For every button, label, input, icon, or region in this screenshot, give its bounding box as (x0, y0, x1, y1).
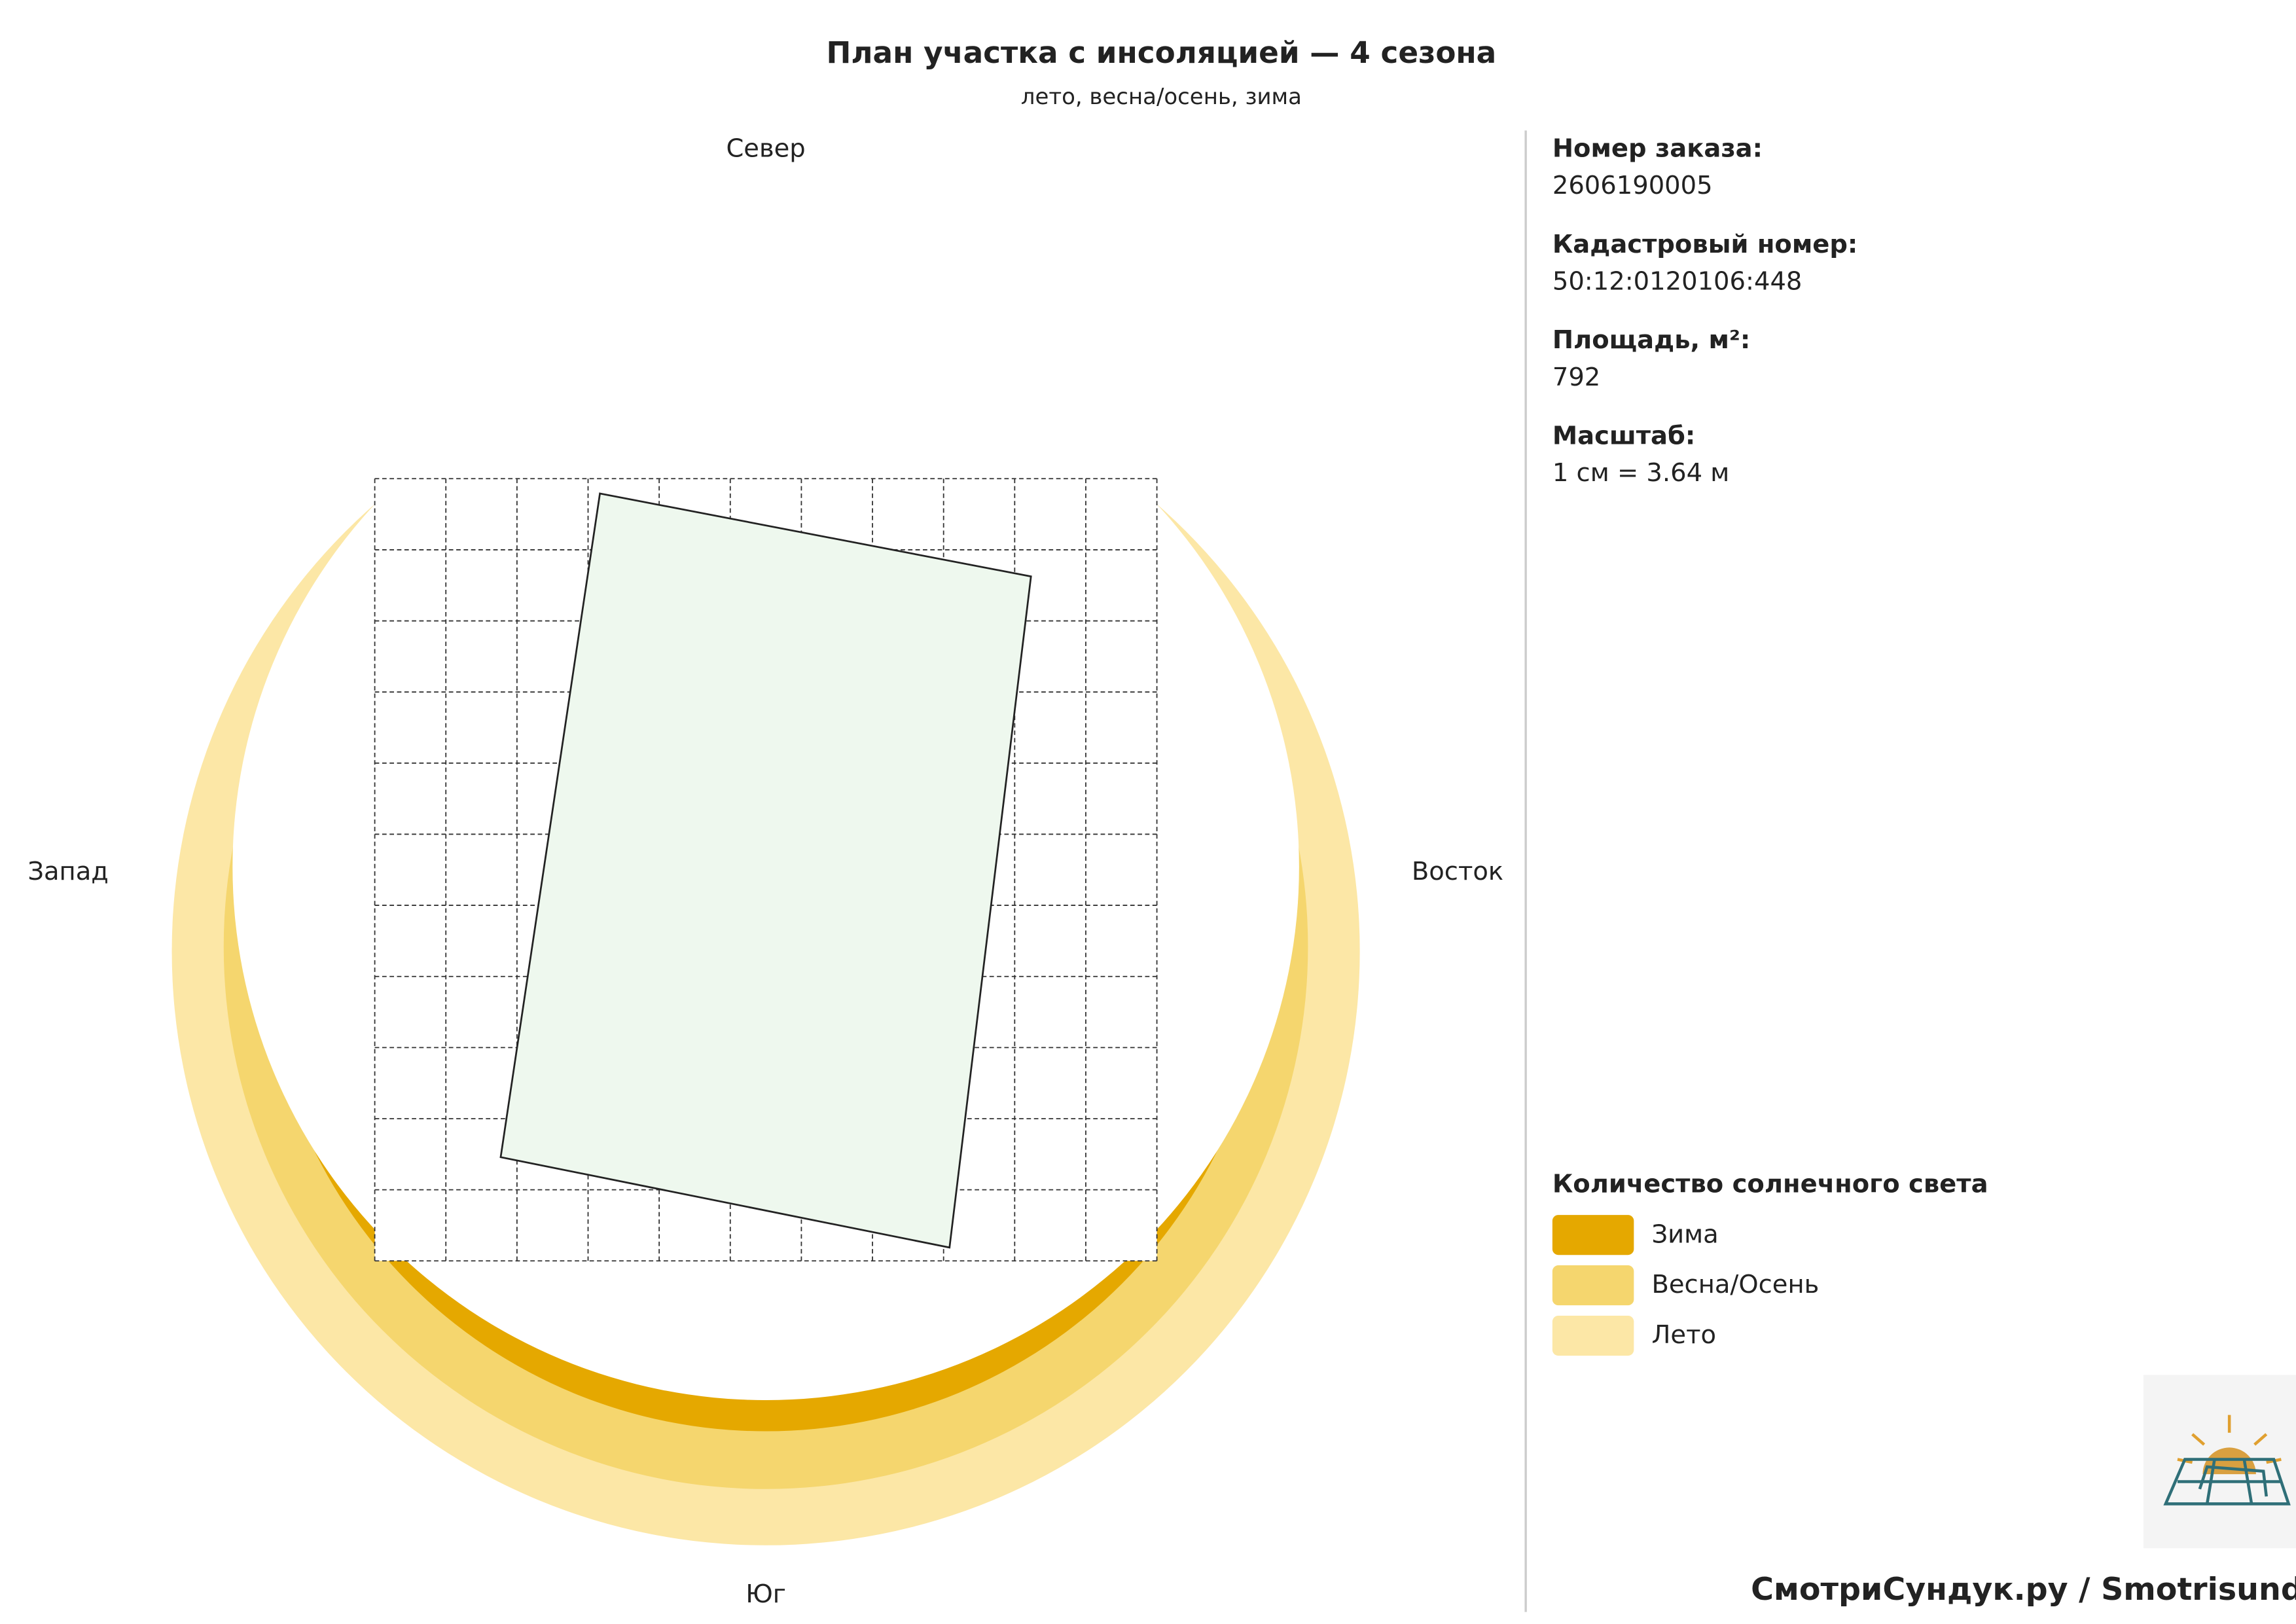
info-value: 1 см = 3.64 м (1552, 458, 1729, 488)
legend: Зима Весна/Осень Лето (1552, 1215, 1819, 1356)
grid-icon (2163, 1458, 2291, 1506)
legend-swatch (1552, 1265, 1634, 1306)
legend-label: Лето (1651, 1320, 1716, 1350)
info-label: Кадастровый номер: (1552, 230, 1857, 259)
legend-label: Весна/Осень (1651, 1270, 1819, 1299)
south-label: Юг (745, 1579, 786, 1609)
legend-title: Количество солнечного света (1552, 1169, 1988, 1199)
brand: СмотриСундук.ру / Smotrisunduk.ru (1751, 1572, 2296, 1608)
plot (499, 492, 1032, 1249)
legend-label: Зима (1651, 1219, 1718, 1249)
info-value: 792 (1552, 363, 1600, 392)
info-value: 2606190005 (1552, 171, 1713, 200)
legend-swatch (1552, 1215, 1634, 1255)
info-panel: Номер заказа: 2606190005 Кадастровый номер… (1552, 134, 1857, 488)
info-label: Площадь, м²: (1552, 325, 1750, 355)
info-label: Масштаб: (1552, 422, 1695, 451)
info-label: Номер заказа: (1552, 134, 1763, 163)
east-label: Восток (1412, 857, 1503, 886)
north-label: Север (726, 134, 805, 163)
logo (2143, 1375, 2296, 1549)
info-value: 50:12:0120106:448 (1552, 266, 1803, 296)
title: План участка с инсоляцией — 4 сезона (827, 35, 1497, 70)
west-label: Запад (27, 857, 109, 886)
subtitle: лето, весна/осень, зима (1021, 84, 1302, 110)
legend-swatch (1552, 1315, 1634, 1356)
